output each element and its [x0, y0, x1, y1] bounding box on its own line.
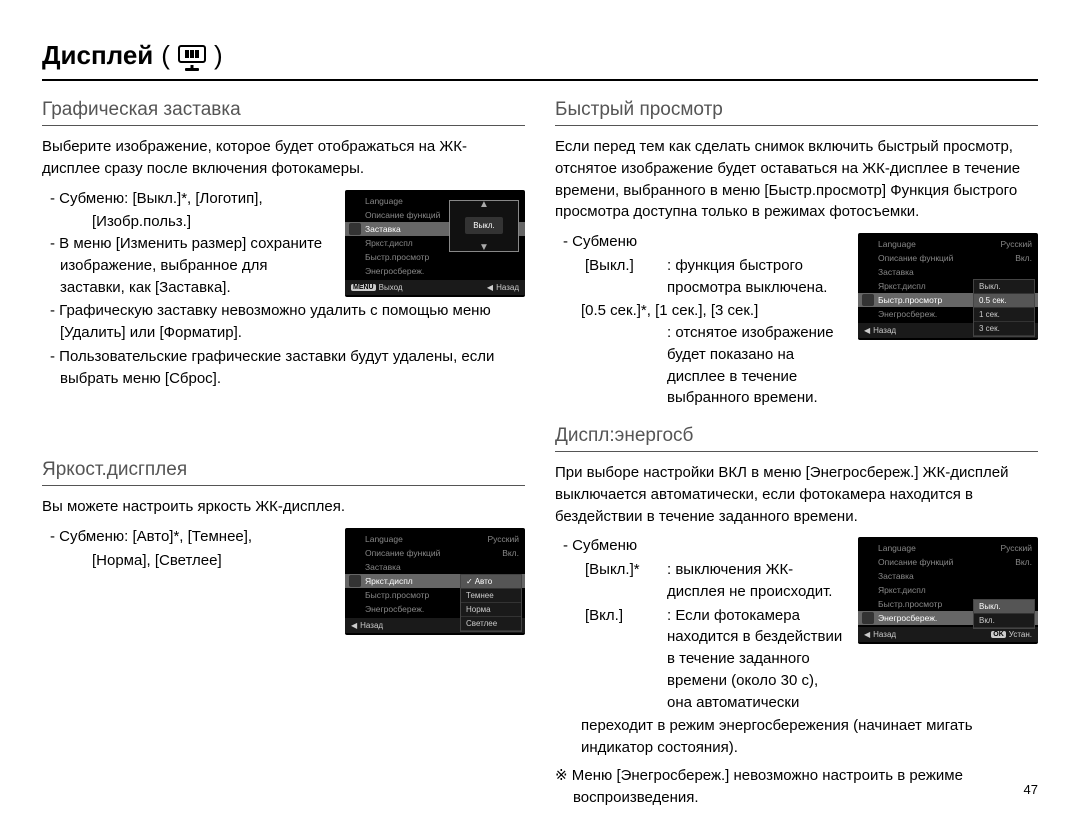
ps-k2: [Вкл.] — [585, 605, 667, 714]
paren-close: ) — [214, 40, 223, 71]
page-title: Дисплей ( ) — [42, 40, 1038, 81]
qv-k1: [Выкл.] — [585, 255, 667, 299]
startup-b4: - Пользовательские графические заставки … — [42, 346, 525, 390]
startup-b2: - В меню [Изменить размер] сохраните изо… — [42, 233, 333, 298]
osd-preview-powersave: LanguageРусский Описание функцийВкл. Зас… — [858, 537, 1038, 644]
ps-v1: : выключения ЖК-дисплея не происходит. — [667, 559, 846, 603]
osd-preview-startup: Language Описание функций Заставка Яркст… — [345, 190, 525, 297]
paren-open: ( — [161, 40, 170, 71]
section-title-brightness: Яркост.дисгплея — [42, 459, 525, 486]
brightness-intro: Вы можете настроить яркость ЖК-дисплея. — [42, 496, 525, 518]
brightness-b1b: [Норма], [Светлее] — [42, 550, 333, 572]
section-title-startup: Графическая заставка — [42, 99, 525, 126]
ps-v2: : Если фотокамера находится в бездействи… — [667, 605, 846, 714]
osd-popup-powersave: Выкл. Вкл. — [973, 599, 1035, 629]
qv-v2: : отснятое изображение будет показано на… — [667, 322, 846, 409]
osd-popup-brightness: ✓Авто Темнее Норма Светлее — [460, 574, 522, 632]
osd-preview-brightness: LanguageРусский Описание функцийВкл. Зас… — [345, 528, 525, 635]
quickview-intro: Если перед тем как сделать снимок включи… — [555, 136, 1038, 223]
osd-preview-quickview: LanguageРусский Описание функцийВкл. Зас… — [858, 233, 1038, 340]
qv-v1: : функция быстрого просмотра выключена. — [667, 255, 846, 299]
brightness-b1: - Субменю: [Авто]*, [Темнее], — [42, 526, 333, 548]
startup-b1b: [Изобр.польз.] — [42, 211, 333, 233]
section-title-powersave: Диспл:энергосб — [555, 425, 1038, 452]
ps-sub-lbl: - Субменю — [555, 535, 846, 557]
startup-b1: - Субменю: [Выкл.]*, [Логотип], — [42, 188, 333, 210]
display-icon — [178, 45, 206, 67]
powersave-intro: При выборе настройки ВКЛ в меню [Энегрос… — [555, 462, 1038, 527]
ps-k1: [Выкл.]* — [585, 559, 667, 603]
right-column: Быстрый просмотр Если перед тем как сдел… — [555, 95, 1038, 808]
osd-thumbnail: ▲ Выкл. ▼ — [449, 200, 519, 252]
startup-b3: - Графическую заставку невозможно удалит… — [42, 300, 525, 344]
ps-v2b: переходит в режим энергосбережения (начи… — [555, 715, 1038, 759]
section-title-quickview: Быстрый просмотр — [555, 99, 1038, 126]
title-text: Дисплей — [42, 40, 153, 71]
left-column: Графическая заставка Выберите изображени… — [42, 95, 525, 808]
page-number: 47 — [1024, 782, 1038, 797]
powersave-note: ※ Меню [Энегросбереж.] невозможно настро… — [555, 765, 1038, 809]
startup-intro: Выберите изображение, которое будет отоб… — [42, 136, 525, 180]
quickview-sub-lbl: - Субменю — [555, 231, 846, 253]
osd-popup-quickview: Выкл. 0.5 сек. 1 сек. 3 сек. — [973, 279, 1035, 337]
qv-k2: [0.5 сек.]*, [1 сек.], [3 сек.] — [555, 300, 846, 322]
